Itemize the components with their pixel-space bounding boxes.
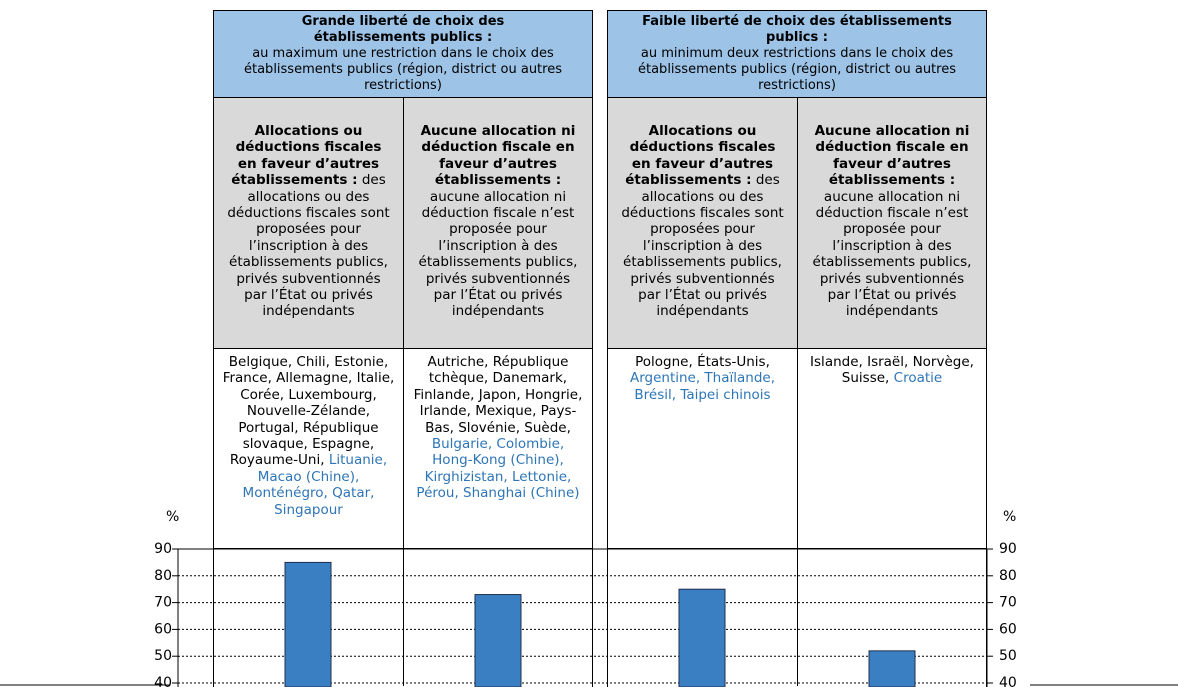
column-header: Allocations ou déductions fiscales en fa… (608, 98, 797, 349)
column-description: aucune allocation ni déduction fiscale n… (812, 188, 972, 320)
column: Allocations ou déductions fiscales en fa… (608, 98, 797, 686)
bar (678, 588, 726, 687)
countries: Belgique, Chili, Estonie, France, Allema… (222, 354, 395, 469)
column-heading: Allocations ou déductions fiscales en fa… (231, 123, 382, 189)
panel-title: Grande liberté de choix des établissemen… (301, 14, 505, 45)
bar (284, 561, 332, 687)
panel: Grande liberté de choix des établissemen… (213, 10, 593, 687)
partner-countries: Argentine, Thaïlande, Brésil, Taipei chi… (629, 370, 776, 403)
column-description: des allocations ou des déductions fiscal… (227, 172, 390, 320)
bar (474, 594, 522, 687)
partner-countries: Croatie (893, 370, 943, 387)
countries: Pologne, États-Unis, (635, 354, 770, 370)
panel-header: Faible liberté de choix des établissemen… (608, 11, 986, 98)
y-tick-label: 70 (999, 595, 1017, 611)
countries: Autriche, République tchèque, Danemark, … (413, 354, 583, 436)
column: Aucune allocation ni déduction fiscale e… (797, 98, 986, 686)
column: Aucune allocation ni déduction fiscale e… (403, 98, 592, 686)
y-tick-label: 90 (154, 541, 172, 557)
countries: Islande, Israël, Norvège, Suisse, (810, 354, 974, 387)
y-tick-label: 80 (154, 568, 172, 584)
column-header: Aucune allocation ni déduction fiscale e… (798, 98, 986, 349)
columns: Allocations ou déductions fiscales en fa… (608, 98, 986, 686)
panel: Faible liberté de choix des établissemen… (607, 10, 987, 687)
columns: Allocations ou déductions fiscales en fa… (214, 98, 592, 686)
y-axis-label: % (1003, 509, 1016, 525)
y-tick-label: 50 (999, 648, 1017, 664)
y-tick-label: 80 (999, 568, 1017, 584)
y-tick-label: 40 (999, 675, 1017, 687)
partner-countries: Bulgarie, Colombie, Hong-Kong (Chine), K… (416, 436, 580, 502)
y-axis-label: % (166, 509, 179, 525)
y-tick-label: 60 (154, 621, 172, 637)
column-description: aucune allocation ni déduction fiscale n… (418, 188, 578, 320)
bar (868, 650, 916, 687)
y-tick-label: 50 (154, 648, 172, 664)
column-heading: Aucune allocation ni déduction fiscale e… (420, 123, 576, 189)
panel-title: Faible liberté de choix des établissemen… (642, 14, 952, 45)
y-tick-label: 90 (999, 541, 1017, 557)
panel-description: au minimum deux restrictions dans le cho… (638, 46, 956, 93)
column-description: des allocations ou des déductions fiscal… (621, 172, 784, 320)
partner-countries: Lituanie, Macao (Chine), Monténégro, Qat… (242, 452, 388, 518)
country-list: Autriche, République tchèque, Danemark, … (404, 349, 592, 549)
y-tick-label: 40 (154, 675, 172, 687)
column-header: Aucune allocation ni déduction fiscale e… (404, 98, 592, 349)
panel-description: au maximum une restriction dans le choix… (244, 46, 562, 93)
column-header: Allocations ou déductions fiscales en fa… (214, 98, 403, 349)
column-heading: Aucune allocation ni déduction fiscale e… (814, 123, 970, 189)
panel-header: Grande liberté de choix des établissemen… (214, 11, 592, 98)
column-heading: Allocations ou déductions fiscales en fa… (625, 123, 776, 189)
y-tick-label: 60 (999, 621, 1017, 637)
y-tick-label: 70 (154, 595, 172, 611)
